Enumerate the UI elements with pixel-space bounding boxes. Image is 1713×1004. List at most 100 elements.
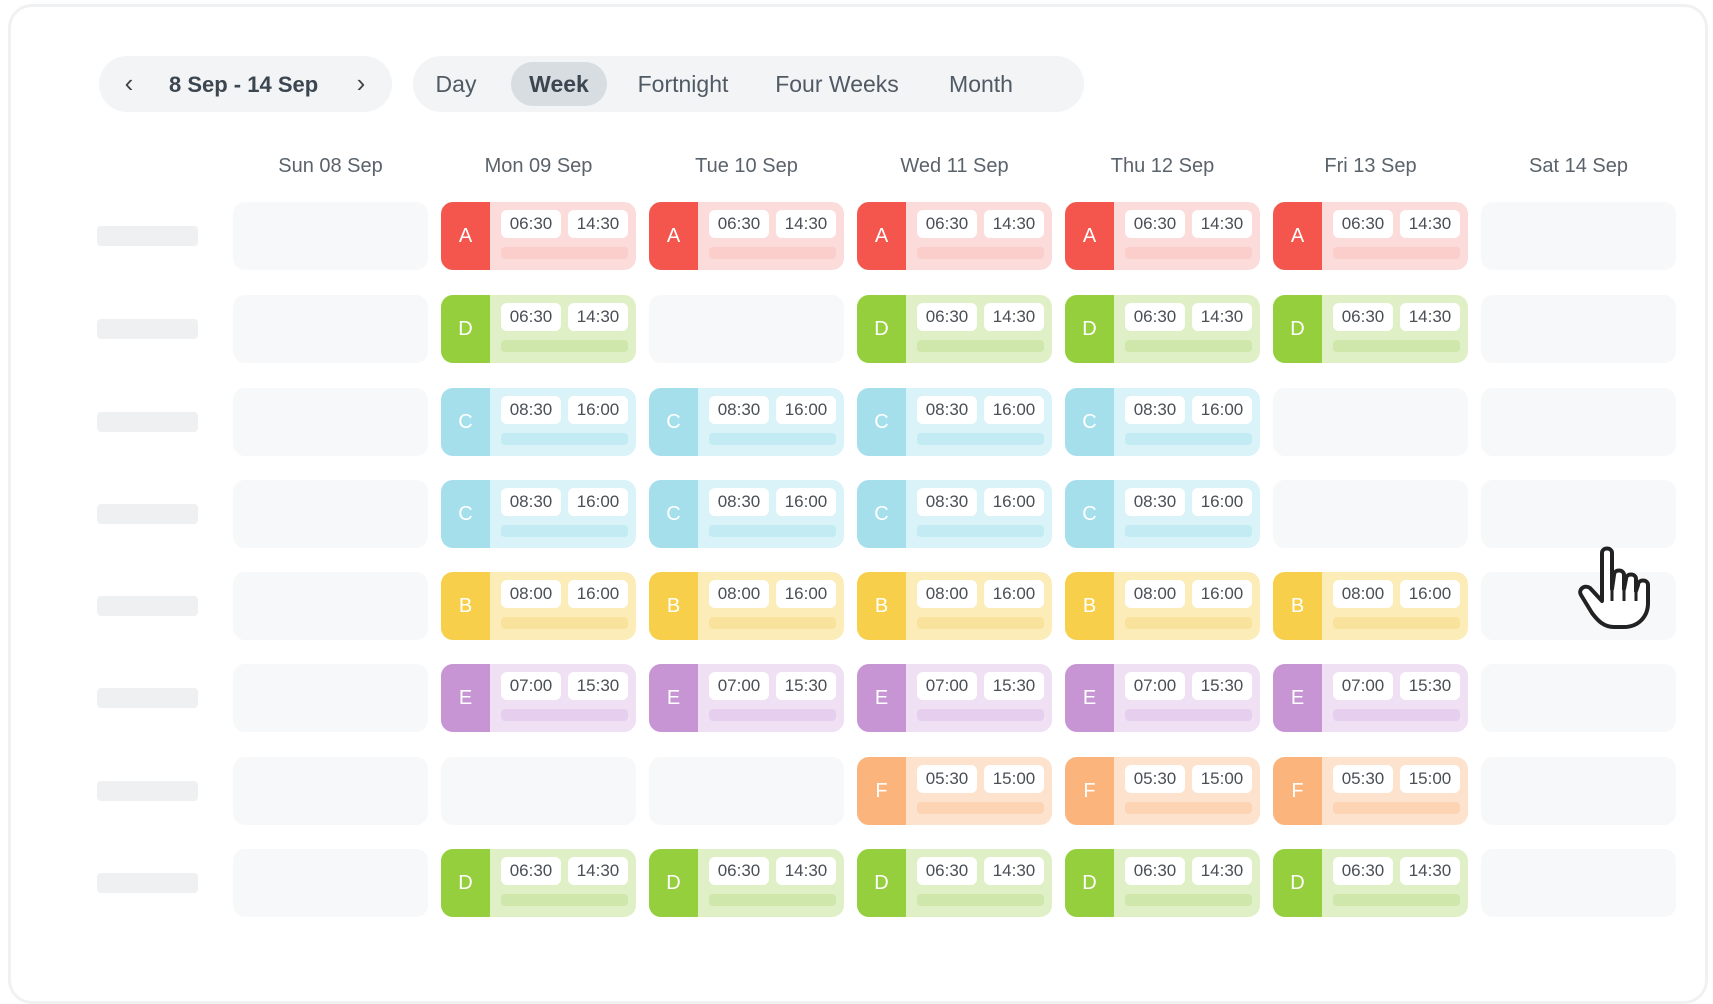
shift-detail-placeholder — [1333, 340, 1460, 352]
shift-card[interactable]: E 07:00 15:30 — [1273, 664, 1468, 732]
staff-name-placeholder — [97, 226, 198, 246]
shift-card[interactable]: D 06:30 14:30 — [649, 849, 844, 917]
empty-shift-slot[interactable] — [441, 757, 636, 825]
empty-shift-slot[interactable] — [233, 202, 428, 270]
shift-card[interactable]: B 08:00 16:00 — [1273, 572, 1468, 640]
shift-start-time: 07:00 — [709, 672, 769, 700]
empty-shift-slot[interactable] — [233, 849, 428, 917]
shift-code-badge: C — [1065, 388, 1114, 456]
shift-card[interactable]: A 06:30 14:30 — [1065, 202, 1260, 270]
empty-shift-slot[interactable] — [1481, 849, 1676, 917]
shift-detail-placeholder — [917, 709, 1044, 721]
shift-card[interactable]: A 06:30 14:30 — [649, 202, 844, 270]
shift-card[interactable]: D 06:30 14:30 — [1273, 295, 1468, 363]
shift-card[interactable]: B 08:00 16:00 — [649, 572, 844, 640]
shift-card[interactable]: A 06:30 14:30 — [857, 202, 1052, 270]
shift-card[interactable]: C 08:30 16:00 — [649, 388, 844, 456]
shift-card[interactable]: F 05:30 15:00 — [1273, 757, 1468, 825]
shift-end-time: 14:30 — [568, 857, 628, 885]
shift-end-time: 14:30 — [776, 857, 836, 885]
shift-start-time: 08:30 — [917, 488, 977, 516]
shift-card[interactable]: A 06:30 14:30 — [1273, 202, 1468, 270]
tab-week[interactable]: Week — [511, 62, 607, 106]
staff-name-placeholder — [97, 596, 198, 616]
empty-shift-slot[interactable] — [1481, 295, 1676, 363]
shift-code-badge: B — [649, 572, 698, 640]
shift-start-time: 08:30 — [1125, 488, 1185, 516]
empty-shift-slot[interactable] — [1481, 202, 1676, 270]
shift-card[interactable]: F 05:30 15:00 — [1065, 757, 1260, 825]
shift-code-badge: D — [1065, 295, 1114, 363]
empty-shift-slot[interactable] — [1481, 388, 1676, 456]
shift-card[interactable]: E 07:00 15:30 — [441, 664, 636, 732]
shift-card[interactable]: D 06:30 14:30 — [857, 295, 1052, 363]
shift-start-time: 08:30 — [709, 488, 769, 516]
shift-code-badge: B — [857, 572, 906, 640]
empty-shift-slot[interactable] — [233, 757, 428, 825]
empty-shift-slot[interactable] — [649, 757, 844, 825]
shift-card[interactable]: C 08:30 16:00 — [857, 480, 1052, 548]
shift-end-time: 15:00 — [1400, 765, 1460, 793]
shift-card[interactable]: C 08:30 16:00 — [441, 480, 636, 548]
shift-card[interactable]: D 06:30 14:30 — [1065, 849, 1260, 917]
staff-name-placeholder — [97, 504, 198, 524]
shift-detail-placeholder — [1125, 709, 1252, 721]
shift-start-time: 05:30 — [1125, 765, 1185, 793]
shift-detail-placeholder — [1333, 802, 1460, 814]
shift-start-time: 08:30 — [1125, 396, 1185, 424]
empty-shift-slot[interactable] — [1273, 480, 1468, 548]
empty-shift-slot[interactable] — [1481, 664, 1676, 732]
shift-card[interactable]: C 08:30 16:00 — [441, 388, 636, 456]
shift-card[interactable]: A 06:30 14:30 — [441, 202, 636, 270]
shift-card[interactable]: D 06:30 14:30 — [1273, 849, 1468, 917]
shift-card[interactable]: E 07:00 15:30 — [857, 664, 1052, 732]
empty-shift-slot[interactable] — [233, 295, 428, 363]
shift-detail-placeholder — [709, 525, 836, 537]
tab-day[interactable]: Day — [435, 71, 477, 97]
shift-detail-placeholder — [1125, 247, 1252, 259]
shift-card[interactable]: D 06:30 14:30 — [1065, 295, 1260, 363]
shift-card[interactable]: E 07:00 15:30 — [649, 664, 844, 732]
shift-card[interactable]: E 07:00 15:30 — [1065, 664, 1260, 732]
shift-code-badge: D — [1273, 295, 1322, 363]
shift-end-time: 14:30 — [984, 303, 1044, 331]
shift-detail-placeholder — [917, 247, 1044, 259]
day-header: Thu 12 Sep — [1110, 155, 1215, 177]
shift-card[interactable]: F 05:30 15:00 — [857, 757, 1052, 825]
shift-detail-placeholder — [1125, 802, 1252, 814]
empty-shift-slot[interactable] — [233, 664, 428, 732]
empty-shift-slot[interactable] — [1481, 757, 1676, 825]
shift-card[interactable]: B 08:00 16:00 — [441, 572, 636, 640]
shift-code-badge: E — [1065, 664, 1114, 732]
chevron-left-icon[interactable]: ‹ — [124, 68, 134, 98]
tab-four-weeks[interactable]: Four Weeks — [775, 71, 899, 97]
shift-detail-placeholder — [1125, 894, 1252, 906]
shift-card[interactable]: D 06:30 14:30 — [441, 849, 636, 917]
chevron-right-icon[interactable]: › — [356, 68, 366, 98]
empty-shift-slot[interactable] — [233, 388, 428, 456]
shift-code-badge: C — [649, 480, 698, 548]
shift-card[interactable]: C 08:30 16:00 — [1065, 388, 1260, 456]
shift-code-badge: C — [649, 388, 698, 456]
shift-end-time: 16:00 — [776, 488, 836, 516]
shift-end-time: 15:30 — [984, 672, 1044, 700]
empty-shift-slot[interactable] — [649, 295, 844, 363]
shift-card[interactable]: C 08:30 16:00 — [857, 388, 1052, 456]
empty-shift-slot[interactable] — [233, 480, 428, 548]
shift-end-time: 15:30 — [1192, 672, 1252, 700]
shift-card[interactable]: C 08:30 16:00 — [1065, 480, 1260, 548]
shift-card[interactable]: B 08:00 16:00 — [857, 572, 1052, 640]
empty-shift-slot[interactable] — [1273, 388, 1468, 456]
shift-card[interactable]: B 08:00 16:00 — [1065, 572, 1260, 640]
shift-card[interactable]: C 08:30 16:00 — [649, 480, 844, 548]
shift-end-time: 14:30 — [984, 210, 1044, 238]
shift-card[interactable]: D 06:30 14:30 — [441, 295, 636, 363]
shift-card[interactable]: D 06:30 14:30 — [857, 849, 1052, 917]
tab-month[interactable]: Month — [949, 71, 1013, 97]
shift-code-badge: C — [441, 388, 490, 456]
shift-code-badge: A — [1065, 202, 1114, 270]
shift-detail-placeholder — [917, 894, 1044, 906]
empty-shift-slot[interactable] — [1481, 480, 1676, 548]
tab-fortnight[interactable]: Fortnight — [637, 71, 729, 97]
empty-shift-slot[interactable] — [233, 572, 428, 640]
